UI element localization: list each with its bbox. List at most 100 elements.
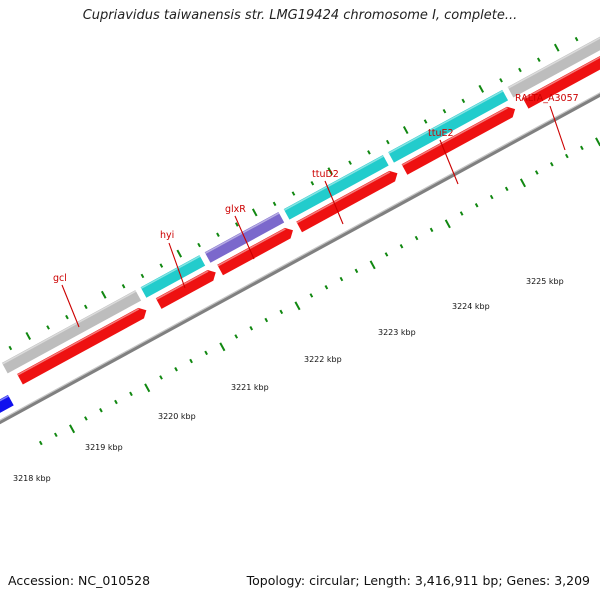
outer-major-tick — [478, 84, 485, 93]
scale-minor-tick — [309, 293, 314, 298]
outer-minor-tick — [574, 36, 579, 42]
scale-minor-tick — [339, 276, 344, 282]
scale-minor-tick — [174, 367, 178, 372]
gene-hyi-block-highlight — [140, 255, 201, 289]
scale-minor-tick — [264, 317, 269, 323]
scale-minor-tick — [384, 252, 389, 257]
gene-label-ttuE2: ttuE2 — [428, 128, 454, 139]
scale-major-tick — [294, 301, 301, 311]
scale-ticks — [38, 137, 600, 446]
scale-minor-tick — [474, 203, 479, 208]
scale-minor-tick — [99, 407, 103, 413]
scale-major-tick — [444, 219, 451, 229]
cds-ttuE2-arrow — [401, 106, 516, 175]
scale-minor-tick — [38, 440, 43, 446]
outer-major-tick — [553, 43, 560, 52]
gene-label-hyi: hyi — [160, 230, 174, 241]
gene-label-RALTA_A3057: RALTA_A3057 — [515, 93, 579, 104]
gene-block-blue — [0, 394, 14, 413]
outer-minor-tick — [46, 325, 50, 330]
gene-RALTA_A3057-block-highlight — [507, 37, 600, 89]
scale-minor-tick — [234, 334, 239, 339]
scale-minor-tick — [565, 153, 569, 159]
scale-major-tick — [369, 260, 376, 270]
outer-major-tick — [402, 126, 409, 135]
leader-line-hyi — [168, 242, 186, 289]
cds-ttuD2-arrow — [296, 170, 398, 233]
outer-major-tick — [251, 208, 258, 217]
scale-minor-tick — [580, 145, 584, 151]
backbone-line — [0, 92, 600, 425]
outer-major-tick — [100, 290, 107, 299]
outer-minor-tick — [121, 284, 126, 289]
cds-RALTA_A3057-arrow-highlight — [522, 56, 600, 100]
scale-minor-tick — [489, 194, 494, 200]
scale-minor-tick — [399, 244, 404, 249]
cds-gcl-arrow — [17, 307, 147, 385]
gene-block-blue-highlight — [0, 395, 9, 402]
cds-ttuD2-arrow-highlight — [296, 171, 391, 224]
outer-minor-tick — [461, 98, 466, 104]
outer-minor-tick — [518, 67, 522, 73]
scale-label-3220-kbp: 3220 kbp — [158, 412, 196, 421]
scale-label-3223-kbp: 3223 kbp — [378, 328, 416, 337]
outer-minor-tick — [159, 263, 164, 268]
scale-minor-tick — [189, 358, 193, 364]
outer-minor-tick — [140, 273, 145, 279]
outer-minor-tick — [367, 150, 371, 155]
backbone — [0, 92, 600, 425]
scale-minor-tick — [414, 235, 419, 241]
gene-callouts: gcl hyi glxR ttuD2 ttuE2 RALTA_A3057 — [53, 93, 579, 328]
scale-minor-tick — [129, 391, 133, 397]
outer-minor-tick — [272, 201, 277, 207]
outer-major-tick — [176, 249, 183, 258]
scale-major-tick — [595, 137, 600, 147]
scale-minor-tick — [459, 211, 464, 216]
outer-minor-tick — [423, 119, 428, 124]
backbone-highlight — [0, 92, 600, 421]
outer-major-tick — [25, 331, 32, 340]
scale-minor-tick — [84, 416, 88, 421]
scale-major-tick — [69, 424, 76, 434]
scale-major-tick — [144, 383, 151, 393]
outer-minor-tick — [216, 232, 220, 237]
gene-label-glxR: glxR — [225, 204, 246, 215]
gene-gcl-block-highlight — [2, 290, 137, 365]
scale-minor-tick — [279, 309, 284, 315]
map-title: Cupriavidus taiwanensis str. LMG19424 ch… — [82, 8, 518, 23]
leader-line-ttuE2 — [439, 139, 459, 185]
gene-hyi-block — [140, 255, 206, 298]
scale-minor-tick — [54, 432, 58, 438]
leader-line-RALTA_A3057 — [549, 105, 566, 151]
scale-label-3218-kbp: 3218 kbp — [13, 474, 51, 483]
gene-label-ttuD2: ttuD2 — [312, 169, 339, 180]
scale-minor-tick — [114, 399, 118, 405]
cds-glxR-arrow-highlight — [217, 228, 286, 267]
outer-minor-tick — [8, 345, 13, 351]
scale-minor-tick — [249, 326, 254, 331]
leader-line-ttuD2 — [324, 180, 344, 225]
leader-line-gcl — [61, 284, 80, 328]
outer-ticks — [8, 36, 579, 351]
scale-label-3221-kbp: 3221 kbp — [231, 383, 269, 392]
gene-ttuD2-block-highlight — [283, 155, 384, 211]
outer-minor-tick — [499, 78, 503, 83]
gene-gcl-block — [1, 290, 142, 374]
scale-major-tick — [219, 342, 226, 352]
scale-minor-tick — [324, 285, 329, 290]
feature-track — [0, 36, 600, 413]
scale-minor-tick — [354, 268, 359, 274]
outer-minor-tick — [291, 191, 296, 196]
scale-minor-tick — [159, 375, 163, 380]
scale-major-tick — [519, 178, 526, 188]
outer-minor-tick — [442, 108, 447, 114]
gene-ttuD2-block — [283, 155, 389, 220]
scale-minor-tick — [534, 170, 539, 175]
outer-minor-tick — [65, 314, 69, 320]
scale-label-3224-kbp: 3224 kbp — [452, 302, 490, 311]
cds-hyi-arrow — [155, 270, 216, 309]
leader-line-glxR — [234, 215, 255, 260]
outer-minor-tick — [310, 181, 315, 186]
accession-text: Accession: NC_010528 — [8, 573, 151, 588]
outer-minor-tick — [83, 304, 88, 310]
